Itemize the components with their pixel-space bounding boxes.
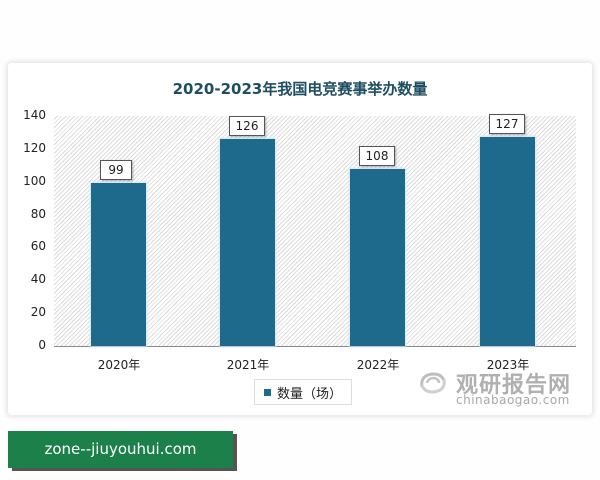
legend-swatch-icon	[263, 388, 271, 396]
y-tick: 140	[23, 108, 46, 122]
site-banner: zone--jiuyouhui.com	[8, 431, 233, 468]
y-tick: 120	[23, 141, 46, 155]
y-tick: 0	[38, 338, 46, 352]
watermark-logo-icon	[420, 372, 446, 394]
legend: 数量（场）	[254, 379, 352, 405]
y-tick: 20	[30, 305, 46, 319]
x-tick: 2021年	[226, 358, 270, 372]
watermark-cn: 观研报告网	[456, 373, 572, 398]
chart-title: 2020-2023年我国电竞赛事举办数量	[172, 80, 428, 98]
x-axis-line	[54, 346, 576, 347]
bar-2020	[91, 183, 146, 346]
data-label: 127	[489, 114, 525, 134]
watermark: 观研报告网 chinabaogao.com	[418, 367, 588, 407]
bar-2021	[220, 139, 275, 346]
chart-card: 2020-2023年我国电竞赛事举办数量 140 120 100 80 60 4…	[8, 63, 592, 415]
y-tick: 60	[30, 239, 46, 253]
y-tick: 100	[23, 174, 46, 188]
data-label: 126	[229, 116, 265, 136]
bar-2022	[350, 169, 405, 346]
data-label: 99	[100, 160, 132, 180]
data-label: 108	[359, 146, 395, 166]
y-tick: 40	[30, 272, 46, 286]
x-tick: 2020年	[97, 358, 141, 372]
watermark-en: chinabaogao.com	[456, 393, 570, 407]
x-tick: 2022年	[356, 358, 400, 372]
legend-label: 数量（场）	[276, 386, 342, 402]
x-tick: 2023年	[486, 358, 530, 372]
bar-2023	[480, 137, 535, 346]
y-tick: 80	[30, 207, 46, 221]
